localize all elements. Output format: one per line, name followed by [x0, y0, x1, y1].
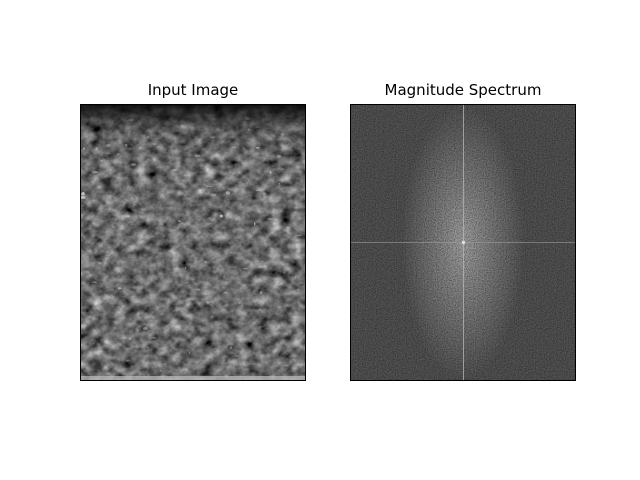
input-image-axes — [80, 104, 306, 381]
magnitude-spectrum-plot — [351, 105, 575, 380]
input-image-plot — [81, 105, 305, 380]
magnitude-spectrum-axes — [350, 104, 576, 381]
input-image-title: Input Image — [147, 81, 239, 99]
input-image-top-shade — [81, 105, 305, 380]
input-image-bottom-edge — [81, 376, 305, 380]
magnitude-spectrum-title: Magnitude Spectrum — [384, 81, 542, 99]
spectrum-dc-peak — [461, 240, 466, 245]
